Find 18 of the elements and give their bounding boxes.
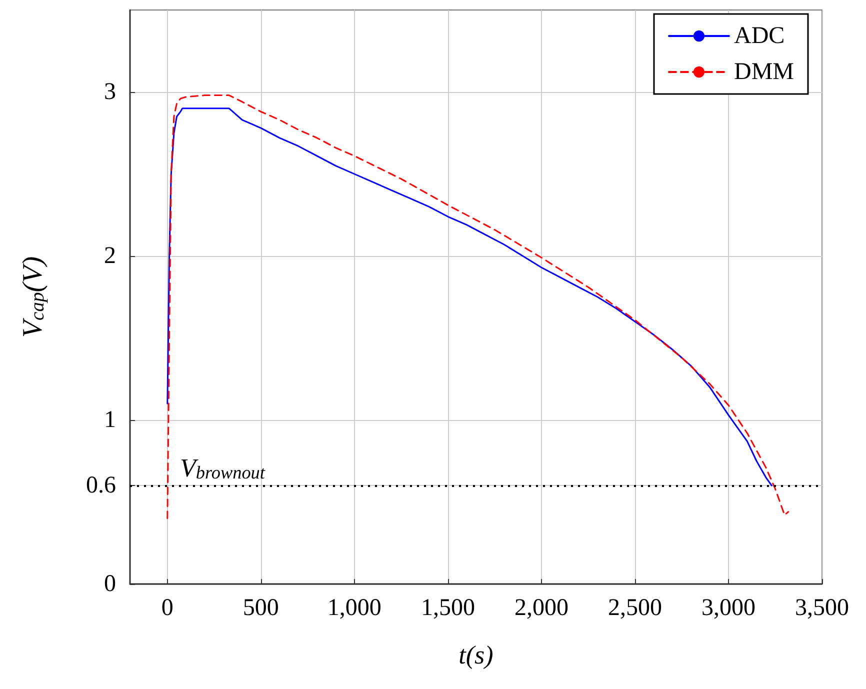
x-axis-title: t(s) (458, 640, 494, 670)
legend-label: DMM (734, 59, 794, 85)
x-tick-label: 500 (242, 595, 279, 621)
y-tick-label: 1 (104, 407, 116, 433)
y-tick-label: 0 (104, 571, 116, 597)
x-tick-label: 0 (161, 595, 174, 621)
y-axis-title: Vcap(V) (18, 256, 49, 338)
x-tick-label: 3,500 (795, 595, 849, 621)
ref-line-label: Vbrownout (180, 454, 266, 483)
legend-label: ADC (734, 23, 785, 49)
x-tick-label: 2,500 (608, 595, 662, 621)
y-tick-label: 3 (104, 79, 116, 105)
y-tick-label: 0.6 (86, 472, 116, 499)
x-tick-label: 2,000 (514, 595, 568, 621)
y-tick-label: 2 (104, 243, 116, 269)
x-tick-label: 3,000 (701, 595, 756, 621)
x-tick-label: 1,500 (420, 595, 475, 621)
x-tick-label: 1,000 (327, 595, 382, 621)
